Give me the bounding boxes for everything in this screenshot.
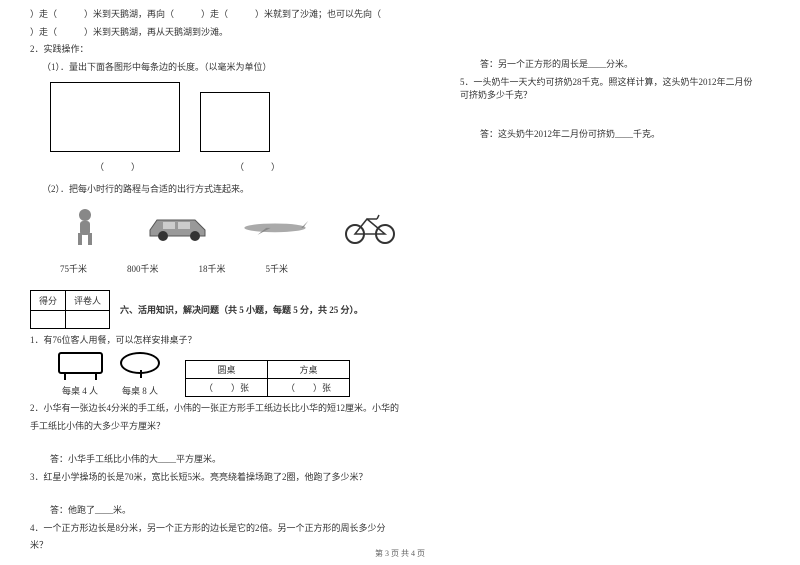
answer-3: 答：他跑了____米。 (50, 504, 430, 518)
right-column: 答：另一个正方形的周长是____分米。 5．一头奶牛一天大约可挤奶28千克。照这… (460, 8, 760, 557)
car-icon (145, 207, 215, 247)
text-line: ）走（ ）米到天鹅湖，再从天鹅湖到沙滩。 (30, 26, 430, 40)
score-table: 得分 评卷人 六、活用知识，解决问题（共 5 小题，每题 5 分，共 25 分）… (30, 290, 371, 329)
distance-row: 75千米 800千米 18千米 5千米 (60, 262, 430, 275)
square-table-icon: 每桌 4 人 (50, 352, 110, 397)
answer-table: 圆桌 方桌 （ ）张 （ ）张 (185, 360, 350, 397)
score-blank (31, 310, 66, 328)
blank-paren: （ ） (95, 160, 140, 173)
transport-row (50, 207, 430, 247)
distance-label: 18千米 (199, 262, 226, 275)
grader-cell: 评卷人 (66, 290, 110, 310)
square-shape (200, 92, 270, 152)
table-options: 每桌 4 人 每桌 8 人 圆桌 方桌 （ ）张 （ ）张 (50, 352, 430, 397)
th-round: 圆桌 (186, 361, 268, 379)
answer-4: 答：另一个正方形的周长是____分米。 (480, 58, 760, 72)
text-line: 2．实践操作： (30, 43, 430, 57)
distance-label: 5千米 (266, 262, 289, 275)
th-square: 方桌 (268, 361, 350, 379)
bike-icon (335, 207, 405, 247)
score-cell: 得分 (31, 290, 66, 310)
caption: 每桌 8 人 (122, 384, 158, 397)
answer-2: 答：小华手工纸比小伟的大____平方厘米。 (50, 453, 430, 467)
rectangle-shape (50, 82, 180, 152)
distance-label: 800千米 (127, 262, 159, 275)
question-2b: 手工纸比小伟的大多少平方厘米？ (30, 420, 430, 434)
grader-blank (66, 310, 110, 328)
distance-label: 75千米 (60, 262, 87, 275)
section-title: 六、活用知识，解决问题（共 5 小题，每题 5 分，共 25 分）。 (120, 305, 363, 315)
td-square: （ ）张 (268, 379, 350, 397)
walk-icon (50, 207, 120, 247)
question-5: 5．一头奶牛一天大约可挤奶28千克。照这样计算，这头奶牛2012年二月份可挤奶多… (460, 76, 760, 103)
paren-row: （ ） （ ） (95, 160, 430, 173)
page-footer: 第 3 页 共 4 页 (0, 548, 800, 559)
text-line: ）走（ ）米到天鹅湖，再向（ ）走（ ）米就到了沙滩；也可以先向（ (30, 8, 430, 22)
td-round: （ ）张 (186, 379, 268, 397)
plane-icon (240, 207, 310, 247)
question-1: 1．有76位客人用餐，可以怎样安排桌子？ (30, 334, 430, 348)
caption: 每桌 4 人 (62, 384, 98, 397)
blank-paren: （ ） (235, 160, 280, 173)
question-4: 4．一个正方形边长是8分米，另一个正方形的边长是它的2倍。另一个正方形的周长多少… (30, 522, 430, 536)
left-column: ）走（ ）米到天鹅湖，再向（ ）走（ ）米就到了沙滩；也可以先向（ ）走（ ）米… (30, 8, 430, 557)
text-line: （1）．量出下面各图形中每条边的长度。（以毫米为单位） (42, 61, 430, 75)
answer-5: 答：这头奶牛2012年二月份可挤奶____千克。 (480, 128, 760, 142)
question-2: 2．小华有一张边长4分米的手工纸，小伟的一张正方形手工纸边长比小华的短12厘米。… (30, 402, 430, 416)
round-table-icon: 每桌 8 人 (110, 352, 170, 397)
question-3: 3．红星小学操场的长是70米，宽比长短5米。亮亮绕着操场跑了2圈，他跑了多少米？ (30, 471, 430, 485)
shapes-row (50, 82, 430, 152)
text-line: （2）．把每小时行的路程与合适的出行方式连起来。 (42, 183, 430, 197)
page-columns: ）走（ ）米到天鹅湖，再向（ ）走（ ）米就到了沙滩；也可以先向（ ）走（ ）米… (30, 8, 770, 557)
